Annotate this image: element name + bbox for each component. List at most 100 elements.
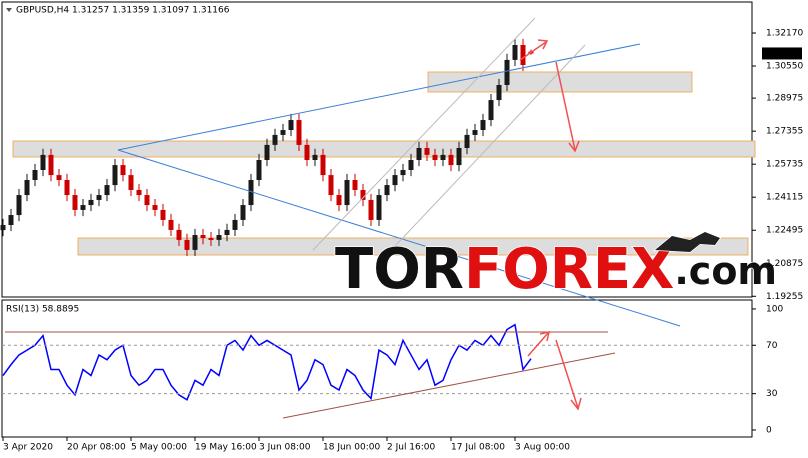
candle-body bbox=[24, 179, 30, 196]
candle-body bbox=[400, 169, 406, 176]
candle-body bbox=[448, 154, 454, 166]
candle-body bbox=[272, 134, 278, 145]
arrow bbox=[527, 332, 549, 357]
channel-line bbox=[379, 44, 586, 263]
y-tick-label: 1.30550 bbox=[766, 62, 803, 72]
candle-body bbox=[480, 120, 486, 131]
candle-body bbox=[16, 195, 22, 216]
y-tick-label: 100 bbox=[766, 304, 783, 314]
zones bbox=[12, 71, 756, 256]
candle-body bbox=[64, 179, 70, 196]
x-tick-label: 5 May 00:00 bbox=[131, 443, 187, 453]
arrow bbox=[555, 339, 579, 409]
candle-body bbox=[88, 199, 94, 206]
y-tick-label: 1.28975 bbox=[766, 94, 803, 104]
rsi-line bbox=[2, 323, 532, 401]
candle-body bbox=[384, 185, 390, 196]
bull-icon bbox=[653, 231, 722, 253]
rsi-panel bbox=[1, 299, 753, 438]
candle-body bbox=[240, 205, 246, 220]
x-tick-label: 3 Apr 2020 bbox=[3, 443, 53, 453]
candle-body bbox=[392, 175, 398, 186]
candle-body bbox=[288, 120, 294, 131]
y-tick-label: 1.19255 bbox=[766, 292, 803, 302]
zone bbox=[77, 237, 749, 256]
candle-body bbox=[408, 159, 414, 170]
candle-body bbox=[264, 144, 270, 160]
candle-body bbox=[208, 238, 214, 240]
logo-part: TORFOREX.com bbox=[335, 237, 777, 302]
x-tick-label: 18 Jun 00:00 bbox=[323, 443, 380, 453]
channel-line bbox=[312, 17, 536, 251]
rsi-title: RSI(13) 58.8895 bbox=[6, 305, 79, 315]
x-tick-label: 19 May 16:00 bbox=[195, 443, 257, 453]
candle-body bbox=[352, 179, 358, 190]
candle-body bbox=[192, 235, 198, 250]
logo-com: .com bbox=[674, 249, 777, 293]
y-tick-label: 1.20875 bbox=[766, 259, 803, 269]
candle-body bbox=[40, 154, 46, 170]
candle-body bbox=[168, 219, 174, 230]
header: GBPUSD,H4 1.31257 1.31359 1.31097 1.3116… bbox=[16, 6, 230, 16]
candle-body bbox=[232, 219, 238, 230]
candle-body bbox=[152, 205, 158, 210]
arrow-head bbox=[539, 331, 550, 342]
candle-body bbox=[464, 134, 470, 148]
candle-body bbox=[360, 189, 366, 200]
candle-body bbox=[416, 147, 422, 160]
candle-body bbox=[32, 169, 38, 180]
candle-body bbox=[376, 195, 382, 220]
candle-body bbox=[72, 195, 78, 210]
candle-body bbox=[488, 100, 494, 121]
candle-body bbox=[456, 147, 462, 166]
candle-body bbox=[432, 154, 438, 160]
candle-body bbox=[424, 147, 430, 155]
candle-body bbox=[344, 179, 350, 206]
candle-body bbox=[128, 175, 134, 190]
candle-body bbox=[200, 235, 206, 239]
logo-forex: FOREX bbox=[464, 237, 674, 302]
logo-tor: TOR bbox=[335, 237, 464, 302]
y-tick-label: 1.25735 bbox=[766, 160, 803, 170]
candle-body bbox=[216, 235, 222, 240]
candle-body bbox=[248, 179, 254, 206]
y-tick-label: 1.22495 bbox=[766, 226, 803, 236]
arrow-head bbox=[570, 397, 582, 411]
candle-body bbox=[328, 175, 334, 196]
x-tick-label: 2 Jul 16:00 bbox=[387, 443, 436, 453]
candle-body bbox=[496, 84, 502, 101]
candle-body bbox=[280, 130, 286, 135]
candle-body bbox=[48, 154, 54, 176]
candle-body bbox=[56, 175, 62, 180]
candle-body bbox=[120, 165, 126, 176]
candle-body bbox=[160, 209, 166, 220]
y-tick-label: 1.32170 bbox=[766, 28, 803, 38]
price-label-box bbox=[762, 47, 802, 60]
drawings bbox=[5, 17, 681, 419]
candle-body bbox=[440, 154, 446, 160]
candle-body bbox=[176, 229, 182, 240]
x-tick-label: 20 Apr 08:00 bbox=[67, 443, 126, 453]
y-tick-label: 1.27355 bbox=[766, 127, 803, 137]
candle-body bbox=[136, 189, 142, 196]
arrow-head bbox=[537, 39, 549, 50]
candle-body bbox=[8, 215, 14, 226]
arrow-head bbox=[568, 140, 580, 153]
x-tick-label: 17 Jul 08:00 bbox=[451, 443, 505, 453]
candle-body bbox=[336, 195, 342, 206]
y-tick-label: 1.24115 bbox=[766, 193, 803, 203]
candle-body bbox=[304, 144, 310, 160]
price-label: 1.31166 bbox=[765, 49, 802, 59]
x-tick-label: 3 Jun 08:00 bbox=[259, 443, 311, 453]
candle-body bbox=[184, 239, 190, 250]
candle-body bbox=[512, 45, 518, 60]
arrow bbox=[519, 41, 547, 61]
candle-body bbox=[296, 120, 302, 145]
candle-body bbox=[312, 154, 318, 160]
candle-body bbox=[104, 185, 110, 196]
trend-line bbox=[117, 43, 641, 151]
candle-body bbox=[224, 229, 230, 236]
candle-body bbox=[472, 130, 478, 135]
arrow bbox=[555, 61, 576, 151]
